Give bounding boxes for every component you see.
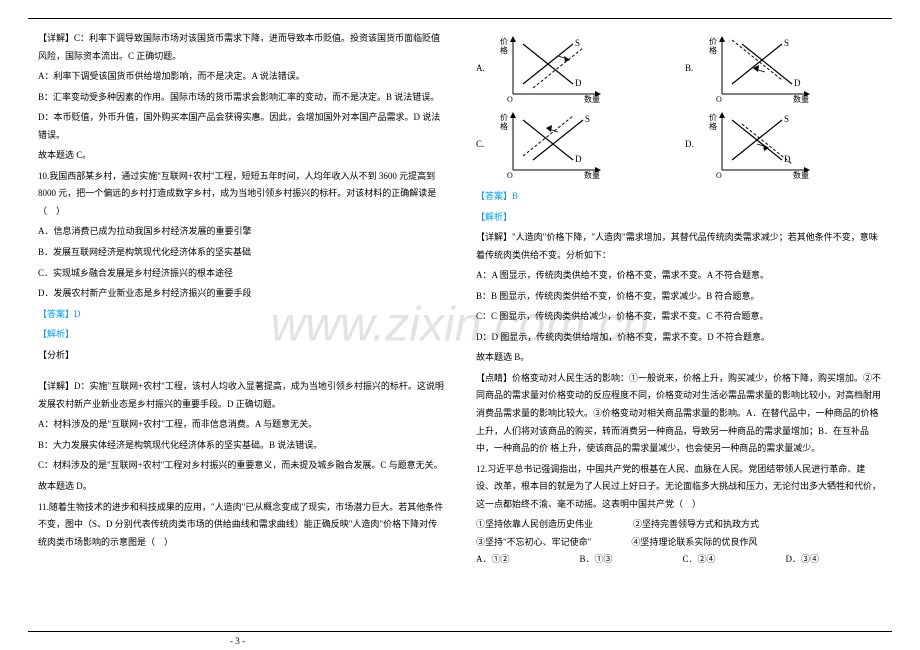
- svg-text:价: 价: [709, 113, 717, 122]
- q10-opt-b: B．发展互联网经济是构筑现代化经济体系的坚实基础: [38, 244, 444, 262]
- answer-11: 【答案】B: [476, 188, 882, 206]
- svg-text:O: O: [716, 95, 722, 104]
- svg-text:格: 格: [709, 45, 717, 55]
- answer-text: D: [74, 309, 81, 319]
- chart-b-svg: 价格 数量 O S D: [707, 34, 817, 104]
- q12-opt-d: D．③④: [786, 551, 820, 569]
- q11: 11.随着生物技术的进步和科技成果的应用，"人造肉"已从概念变成了现实，市场潜力…: [38, 499, 444, 552]
- analysis-11-label: 【解析】: [476, 209, 882, 227]
- dianbo: 【点睛】价格变动对人民生活的影响：①一般说来，价格上升，购买减少，价格下降，购买…: [476, 370, 882, 458]
- svg-text:价: 价: [500, 113, 508, 122]
- svg-text:O: O: [507, 95, 513, 104]
- chart-a-svg: 价格 数量 O S D: [498, 34, 608, 104]
- detail-11: 【详解】"人造肉"价格下降，"人造肉"需求增加，其替代品传统肉类需求减少；若其他…: [476, 229, 882, 264]
- answer-label: 【答案】: [38, 309, 74, 319]
- svg-text:格: 格: [709, 121, 717, 131]
- q12-opt-c: C．②④: [683, 551, 716, 569]
- p-a: A：利率下调受该国货币供给增加影响，而不是决定。A 说法错误。: [38, 68, 444, 86]
- p-b: B：汇率变动受多种因素的作用。国际市场的货币需求会影响汇率的变动，而不是决定。B…: [38, 89, 444, 107]
- svg-text:数量: 数量: [793, 94, 809, 104]
- chart-d-svg: 价格 数量 O S D: [707, 110, 817, 180]
- svg-text:D: D: [794, 78, 801, 88]
- svg-text:价: 价: [500, 37, 508, 46]
- p-d: D：本币贬值，外币升值，国外购买本国产品会获得实惠。因此，会增加国外对本国产品需…: [38, 109, 444, 144]
- q12-opt-a: A．①②: [476, 551, 510, 569]
- q10-opt-c: C．实现城乡融合发展是乡村经济振兴的根本途径: [38, 265, 444, 283]
- charts-grid: A. 价格 数量 O S D: [476, 34, 882, 180]
- svg-text:S: S: [784, 114, 789, 124]
- svg-text:格: 格: [500, 45, 508, 55]
- chart-b: B. 价格 数量 O S D: [685, 34, 882, 104]
- chart-c-svg: 价格 数量 O S D: [498, 110, 608, 180]
- chart-a: A. 价格 数量 O S D: [476, 34, 673, 104]
- answer-11-text: B: [512, 191, 518, 201]
- chart-b-label: B.: [685, 60, 701, 78]
- chart-d-label: D.: [685, 136, 701, 154]
- detail-10-a: A：材料涉及的是"互联网+农村"工程，而非信息消费。A 与题意无关。: [38, 416, 444, 434]
- chart-c: C. 价格 数量 O S D: [476, 110, 673, 180]
- p-conclusion: 故本题选 C。: [38, 147, 444, 165]
- svg-text:数量: 数量: [584, 94, 600, 104]
- d11-a: A：A 图显示，传统肉类供给不变，价格不变，需求不变。A 不符合题意。: [476, 267, 882, 285]
- svg-text:O: O: [716, 171, 722, 180]
- p-detail-c: 【详解】C：利率下调导致国际市场对该国货币需求下降，进而导致本币贬值。投资该国货…: [38, 30, 444, 65]
- answer-11-label: 【答案】: [476, 191, 512, 201]
- q12-2: ②坚持完善领导方式和执政方式: [633, 516, 759, 534]
- d11-b: B：B 图显示，传统肉类供给不变，价格不变，需求减少。B 符合题意。: [476, 288, 882, 306]
- svg-text:数量: 数量: [584, 170, 600, 180]
- right-column: A. 价格 数量 O S D: [472, 30, 882, 620]
- d11-c: C：C 图显示，传统肉类供给减少，价格不变，需求不变。C 不符合题意。: [476, 308, 882, 326]
- q12-1: ①坚持依靠人民创造历史伟业: [476, 516, 593, 534]
- svg-text:数量: 数量: [793, 170, 809, 180]
- detail-10-b: B：大力发展实体经济是构筑现代化经济体系的坚实基础。B 说法错误。: [38, 437, 444, 455]
- detail-10: 【详解】D：实施"互联网+农村"工程，该村人均收入显著提高，成为当地引领乡村振兴…: [38, 378, 444, 413]
- svg-text:S: S: [784, 38, 789, 48]
- chart-d: D. 价格 数量 O S D: [685, 110, 882, 180]
- chart-a-label: A.: [476, 60, 492, 78]
- q10: 10.我国西部某乡村，通过实施"互联网+农村"工程，短短五年时间，人均年收入从不…: [38, 168, 444, 221]
- d11-end: 故本题选 B。: [476, 349, 882, 367]
- svg-text:S: S: [585, 114, 590, 124]
- q12: 12.习近平总书记强调指出，中国共产党的根基在人民、血脉在人民。党团结带领人民进…: [476, 461, 882, 514]
- detail-10-end: 故本题选 D。: [38, 478, 444, 496]
- svg-text:S: S: [575, 38, 580, 48]
- left-column: 【详解】C：利率下调导致国际市场对该国货币需求下降，进而导致本币贬值。投资该国货…: [38, 30, 448, 620]
- svg-text:D: D: [575, 154, 582, 164]
- fenxi-10: 【分析】: [38, 347, 444, 365]
- q12-opt-b: B．①③: [580, 551, 613, 569]
- answer-10: 【答案】D: [38, 306, 444, 324]
- d11-d: D：D 图显示，传统肉类供给增加，价格不变，需求不变。D 不符合题意。: [476, 329, 882, 347]
- svg-text:D: D: [575, 78, 582, 88]
- analysis-10-label: 【解析】: [38, 326, 444, 344]
- chart-c-label: C.: [476, 136, 492, 154]
- q12-3: ③坚持"不忘初心、牢记使命": [476, 534, 591, 552]
- q10-opt-d: D．发展农村新产业新业态是乡村经济振兴的重要手段: [38, 285, 444, 303]
- detail-10-c: C：材料涉及的是"互联网+农村"工程对乡村振兴的重要意义，而未提及城乡融合发展。…: [38, 457, 444, 475]
- q12-4: ④坚持理论联系实际的优良作风: [631, 534, 757, 552]
- svg-text:价: 价: [709, 37, 717, 46]
- svg-text:O: O: [507, 171, 513, 180]
- q10-opt-a: A．信息消费已成为拉动我国乡村经济发展的重要引擎: [38, 223, 444, 241]
- svg-text:格: 格: [500, 121, 508, 131]
